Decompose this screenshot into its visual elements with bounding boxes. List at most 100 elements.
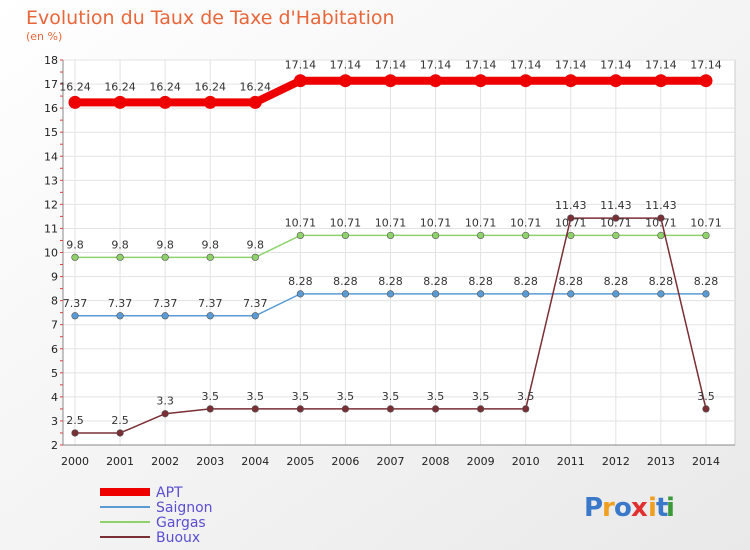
y-tick-label: 16 [44, 102, 58, 115]
proxiti-logo: Pr o x i ti [584, 493, 675, 523]
y-tick-label: 2 [51, 439, 58, 452]
data-point-apt [519, 74, 533, 88]
grid-layer [62, 59, 736, 446]
data-label-gargas: 9.8 [156, 238, 174, 251]
y-tick-label: 8 [51, 295, 58, 308]
data-point-saignon [477, 290, 485, 298]
data-label-apt: 17.14 [420, 59, 452, 72]
x-tick-label: 2008 [422, 455, 450, 468]
x-tick-label: 2001 [106, 455, 134, 468]
data-point-buoux [657, 214, 665, 222]
data-label-gargas: 10.71 [285, 216, 317, 229]
data-label-apt: 17.14 [600, 59, 632, 72]
data-point-saignon [431, 290, 440, 298]
y-tick-label: 5 [51, 367, 58, 380]
data-label-saignon: 8.28 [604, 275, 629, 288]
data-label-buoux: 3.3 [156, 395, 174, 408]
x-tick-label: 2007 [376, 455, 404, 468]
data-label-gargas: 10.71 [465, 216, 497, 229]
data-label-saignon: 8.28 [649, 275, 674, 288]
data-point-saignon [71, 312, 79, 320]
data-label-gargas: 9.8 [66, 238, 84, 251]
data-point-gargas [431, 231, 440, 240]
data-point-buoux [206, 405, 214, 413]
data-label-buoux: 11.43 [600, 199, 632, 212]
data-point-gargas [522, 231, 530, 240]
data-point-saignon [612, 290, 620, 298]
data-label-saignon: 8.28 [378, 275, 403, 288]
chart-title: Evolution du Taux de Taxe d'Habitation [26, 7, 395, 29]
chart-subtitle: (en %) [26, 30, 62, 43]
data-label-apt: 17.14 [375, 59, 407, 72]
legend-label-apt: APT [156, 485, 183, 501]
x-tick-label: 2003 [196, 455, 224, 468]
data-label-gargas: 10.71 [510, 216, 542, 229]
x-tick-label: 2010 [512, 455, 540, 468]
logo-letter: o [614, 493, 632, 523]
data-point-buoux [612, 214, 620, 222]
data-point-apt [203, 95, 217, 109]
data-label-buoux: 2.5 [66, 414, 84, 427]
data-point-saignon [296, 290, 304, 298]
data-point-saignon [386, 290, 395, 298]
data-label-buoux: 3.5 [337, 390, 355, 403]
data-point-buoux [567, 214, 575, 222]
x-tick-label: 2014 [692, 455, 720, 468]
data-point-gargas [161, 253, 169, 261]
data-point-saignon [116, 312, 124, 320]
data-point-gargas [657, 231, 665, 240]
data-point-apt [654, 74, 668, 88]
data-label-apt: 17.14 [690, 59, 722, 72]
data-label-gargas: 9.8 [201, 238, 219, 251]
y-tick-label: 4 [51, 391, 58, 404]
y-tick-label: 6 [51, 343, 58, 356]
data-label-saignon: 7.37 [243, 297, 268, 310]
x-tick-label: 2012 [602, 455, 630, 468]
data-label-saignon: 8.28 [288, 275, 313, 288]
data-point-gargas [296, 231, 304, 240]
data-point-saignon [522, 290, 530, 298]
data-point-gargas [612, 231, 620, 240]
y-tick-label: 14 [44, 150, 58, 163]
y-tick-label: 17 [44, 78, 58, 91]
y-tick-label: 9 [51, 271, 58, 284]
data-label-apt: 17.14 [645, 59, 677, 72]
data-point-saignon [206, 312, 214, 320]
x-tick-label: 2011 [557, 455, 585, 468]
x-tick-label: 2005 [286, 455, 314, 468]
data-label-apt: 16.24 [194, 80, 226, 93]
data-point-gargas [206, 253, 214, 261]
logo-letter: r [602, 493, 615, 523]
x-tick-label: 2009 [467, 455, 495, 468]
data-point-saignon [702, 290, 710, 298]
y-tick-label: 18 [44, 54, 58, 67]
data-label-gargas: 10.71 [600, 216, 632, 229]
data-point-gargas [71, 253, 79, 261]
data-point-buoux [161, 410, 169, 418]
data-label-gargas: 10.71 [375, 216, 407, 229]
data-label-saignon: 8.28 [694, 275, 719, 288]
data-label-apt: 16.24 [59, 80, 91, 93]
data-label-apt: 17.14 [330, 59, 362, 72]
data-point-gargas [116, 253, 124, 261]
data-point-saignon [341, 290, 350, 298]
data-point-buoux [522, 405, 530, 413]
data-point-saignon [251, 312, 259, 320]
data-point-apt [293, 74, 307, 88]
data-label-buoux: 3.5 [697, 390, 715, 403]
axis-layer: 2 3 4 5 6 7 8 9 10 11 12 13 14 15 16 17 18 2000 2001 2002 20… [44, 54, 735, 468]
data-label-apt: 16.24 [104, 80, 136, 93]
data-label-saignon: 8.28 [423, 275, 448, 288]
data-point-apt [248, 95, 262, 109]
data-point-gargas [386, 231, 395, 240]
data-point-apt [68, 95, 82, 109]
logo-letter: t [656, 493, 668, 523]
legend-label-gargas: Gargas [156, 515, 206, 531]
data-label-buoux: 3.5 [427, 390, 445, 403]
data-point-buoux [296, 405, 304, 413]
data-point-saignon [567, 290, 575, 298]
data-point-apt [474, 74, 488, 88]
x-tick-label: 2013 [647, 455, 675, 468]
